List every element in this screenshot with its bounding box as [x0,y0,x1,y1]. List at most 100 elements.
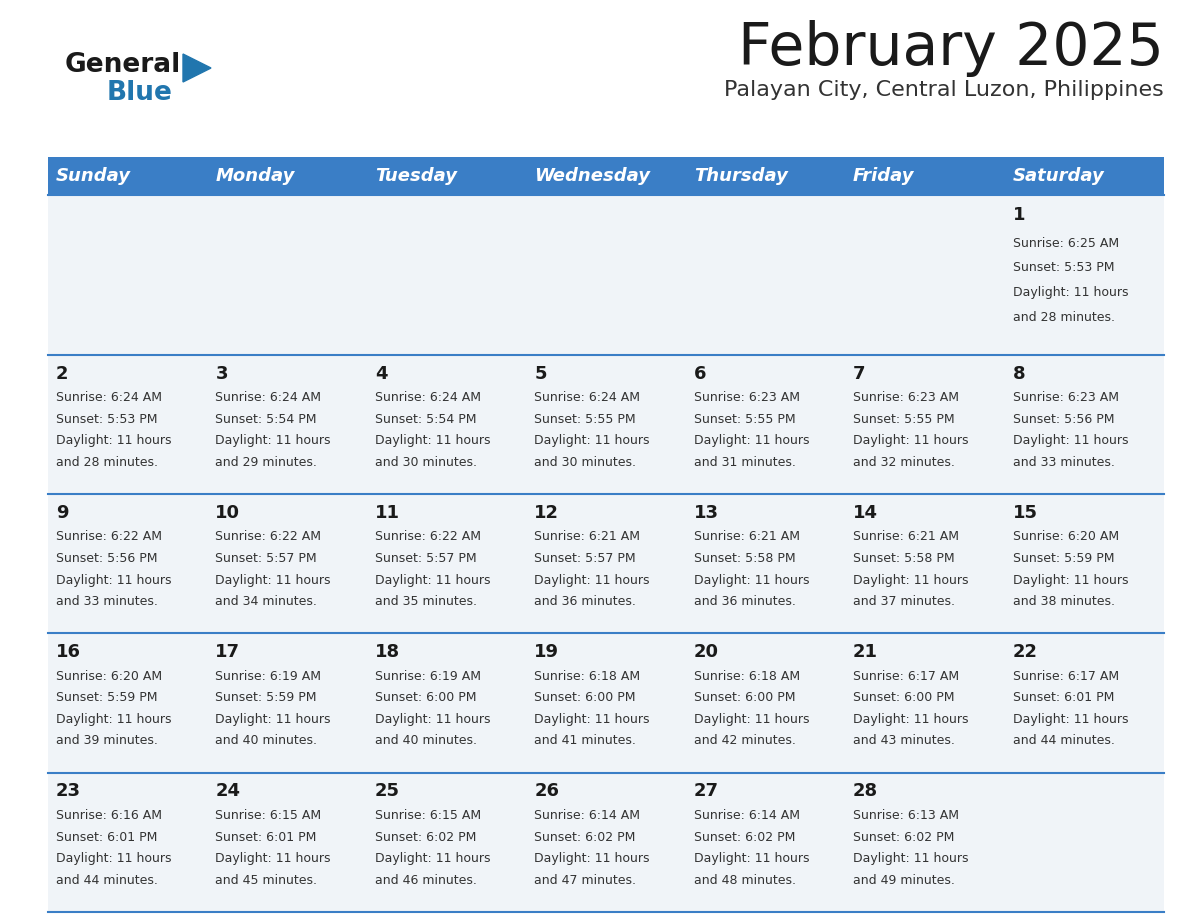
Text: 24: 24 [215,782,240,800]
Text: Daylight: 11 hours: Daylight: 11 hours [375,713,491,726]
Text: Daylight: 11 hours: Daylight: 11 hours [694,713,809,726]
Text: Daylight: 11 hours: Daylight: 11 hours [1012,434,1129,447]
Text: and 29 minutes.: and 29 minutes. [215,456,317,469]
Text: and 42 minutes.: and 42 minutes. [694,734,796,747]
Text: Sunset: 5:59 PM: Sunset: 5:59 PM [215,691,317,704]
Text: Sunrise: 6:23 AM: Sunrise: 6:23 AM [1012,391,1119,404]
Text: Daylight: 11 hours: Daylight: 11 hours [853,713,968,726]
Text: Sunset: 5:58 PM: Sunset: 5:58 PM [694,552,795,565]
Text: Sunrise: 6:21 AM: Sunrise: 6:21 AM [853,531,959,543]
Text: Daylight: 11 hours: Daylight: 11 hours [56,852,171,865]
Text: and 44 minutes.: and 44 minutes. [1012,734,1114,747]
Text: Sunset: 6:02 PM: Sunset: 6:02 PM [853,831,954,844]
FancyBboxPatch shape [48,494,1164,633]
Text: Daylight: 11 hours: Daylight: 11 hours [215,852,331,865]
Text: and 32 minutes.: and 32 minutes. [853,456,955,469]
Text: Sunrise: 6:15 AM: Sunrise: 6:15 AM [375,809,481,822]
Text: and 46 minutes.: and 46 minutes. [375,874,476,887]
Text: Sunrise: 6:24 AM: Sunrise: 6:24 AM [535,391,640,404]
Text: Sunset: 5:53 PM: Sunset: 5:53 PM [1012,262,1114,274]
Text: General: General [65,52,182,78]
FancyBboxPatch shape [48,633,1164,773]
Text: and 36 minutes.: and 36 minutes. [535,595,636,609]
Text: Daylight: 11 hours: Daylight: 11 hours [375,434,491,447]
Text: 5: 5 [535,364,546,383]
Text: Sunset: 6:00 PM: Sunset: 6:00 PM [375,691,476,704]
Text: 21: 21 [853,644,878,661]
Text: and 34 minutes.: and 34 minutes. [215,595,317,609]
Text: 14: 14 [853,504,878,522]
Text: Daylight: 11 hours: Daylight: 11 hours [853,574,968,587]
Text: 10: 10 [215,504,240,522]
Text: Sunrise: 6:22 AM: Sunrise: 6:22 AM [56,531,162,543]
Text: Daylight: 11 hours: Daylight: 11 hours [215,434,331,447]
Text: Sunrise: 6:18 AM: Sunrise: 6:18 AM [535,670,640,683]
Text: Sunset: 5:58 PM: Sunset: 5:58 PM [853,552,955,565]
Text: Palayan City, Central Luzon, Philippines: Palayan City, Central Luzon, Philippines [725,80,1164,100]
Text: 1: 1 [1012,207,1025,224]
Text: 25: 25 [375,782,400,800]
Text: and 47 minutes.: and 47 minutes. [535,874,637,887]
Text: Sunrise: 6:19 AM: Sunrise: 6:19 AM [375,670,481,683]
Text: Sunset: 5:54 PM: Sunset: 5:54 PM [215,413,317,426]
Text: 18: 18 [375,644,400,661]
Text: Sunrise: 6:14 AM: Sunrise: 6:14 AM [535,809,640,822]
Text: Daylight: 11 hours: Daylight: 11 hours [375,574,491,587]
Text: Daylight: 11 hours: Daylight: 11 hours [853,852,968,865]
Text: and 40 minutes.: and 40 minutes. [375,734,476,747]
Text: Daylight: 11 hours: Daylight: 11 hours [694,574,809,587]
FancyBboxPatch shape [48,195,1164,355]
Text: 28: 28 [853,782,878,800]
Text: Daylight: 11 hours: Daylight: 11 hours [694,852,809,865]
Text: and 48 minutes.: and 48 minutes. [694,874,796,887]
Text: and 40 minutes.: and 40 minutes. [215,734,317,747]
Text: February 2025: February 2025 [738,20,1164,77]
Text: Monday: Monday [215,167,295,185]
Text: Sunset: 6:00 PM: Sunset: 6:00 PM [694,691,795,704]
Text: Sunrise: 6:17 AM: Sunrise: 6:17 AM [853,670,959,683]
Text: 16: 16 [56,644,81,661]
Text: Sunset: 5:57 PM: Sunset: 5:57 PM [535,552,636,565]
Text: Daylight: 11 hours: Daylight: 11 hours [853,434,968,447]
Text: and 30 minutes.: and 30 minutes. [535,456,637,469]
Text: 3: 3 [215,364,228,383]
Text: and 43 minutes.: and 43 minutes. [853,734,955,747]
Text: Sunrise: 6:25 AM: Sunrise: 6:25 AM [1012,237,1119,250]
Polygon shape [183,54,211,82]
Text: Sunset: 5:59 PM: Sunset: 5:59 PM [1012,552,1114,565]
Text: Sunset: 5:55 PM: Sunset: 5:55 PM [535,413,636,426]
Text: Sunset: 6:01 PM: Sunset: 6:01 PM [215,831,317,844]
Text: Sunrise: 6:24 AM: Sunrise: 6:24 AM [56,391,162,404]
Text: Sunset: 5:57 PM: Sunset: 5:57 PM [215,552,317,565]
Text: 9: 9 [56,504,69,522]
Text: Daylight: 11 hours: Daylight: 11 hours [535,713,650,726]
Text: Sunset: 5:56 PM: Sunset: 5:56 PM [56,552,158,565]
Text: Daylight: 11 hours: Daylight: 11 hours [375,852,491,865]
Text: Daylight: 11 hours: Daylight: 11 hours [215,713,331,726]
Text: and 37 minutes.: and 37 minutes. [853,595,955,609]
Text: Sunset: 5:59 PM: Sunset: 5:59 PM [56,691,158,704]
Text: Friday: Friday [853,167,915,185]
Text: Daylight: 11 hours: Daylight: 11 hours [535,574,650,587]
Text: and 45 minutes.: and 45 minutes. [215,874,317,887]
Text: Daylight: 11 hours: Daylight: 11 hours [56,434,171,447]
Text: Sunset: 5:57 PM: Sunset: 5:57 PM [375,552,476,565]
Text: 27: 27 [694,782,719,800]
Text: and 31 minutes.: and 31 minutes. [694,456,796,469]
Text: Tuesday: Tuesday [375,167,457,185]
Text: and 33 minutes.: and 33 minutes. [56,595,158,609]
Text: 7: 7 [853,364,866,383]
Text: 13: 13 [694,504,719,522]
Text: Saturday: Saturday [1012,167,1105,185]
Text: Sunset: 5:55 PM: Sunset: 5:55 PM [694,413,795,426]
Text: and 28 minutes.: and 28 minutes. [1012,311,1114,324]
FancyBboxPatch shape [48,157,1164,195]
Text: Sunrise: 6:14 AM: Sunrise: 6:14 AM [694,809,800,822]
Text: 19: 19 [535,644,560,661]
Text: Daylight: 11 hours: Daylight: 11 hours [1012,286,1129,299]
Text: and 41 minutes.: and 41 minutes. [535,734,636,747]
Text: and 39 minutes.: and 39 minutes. [56,734,158,747]
Text: 4: 4 [375,364,387,383]
Text: and 44 minutes.: and 44 minutes. [56,874,158,887]
Text: and 28 minutes.: and 28 minutes. [56,456,158,469]
